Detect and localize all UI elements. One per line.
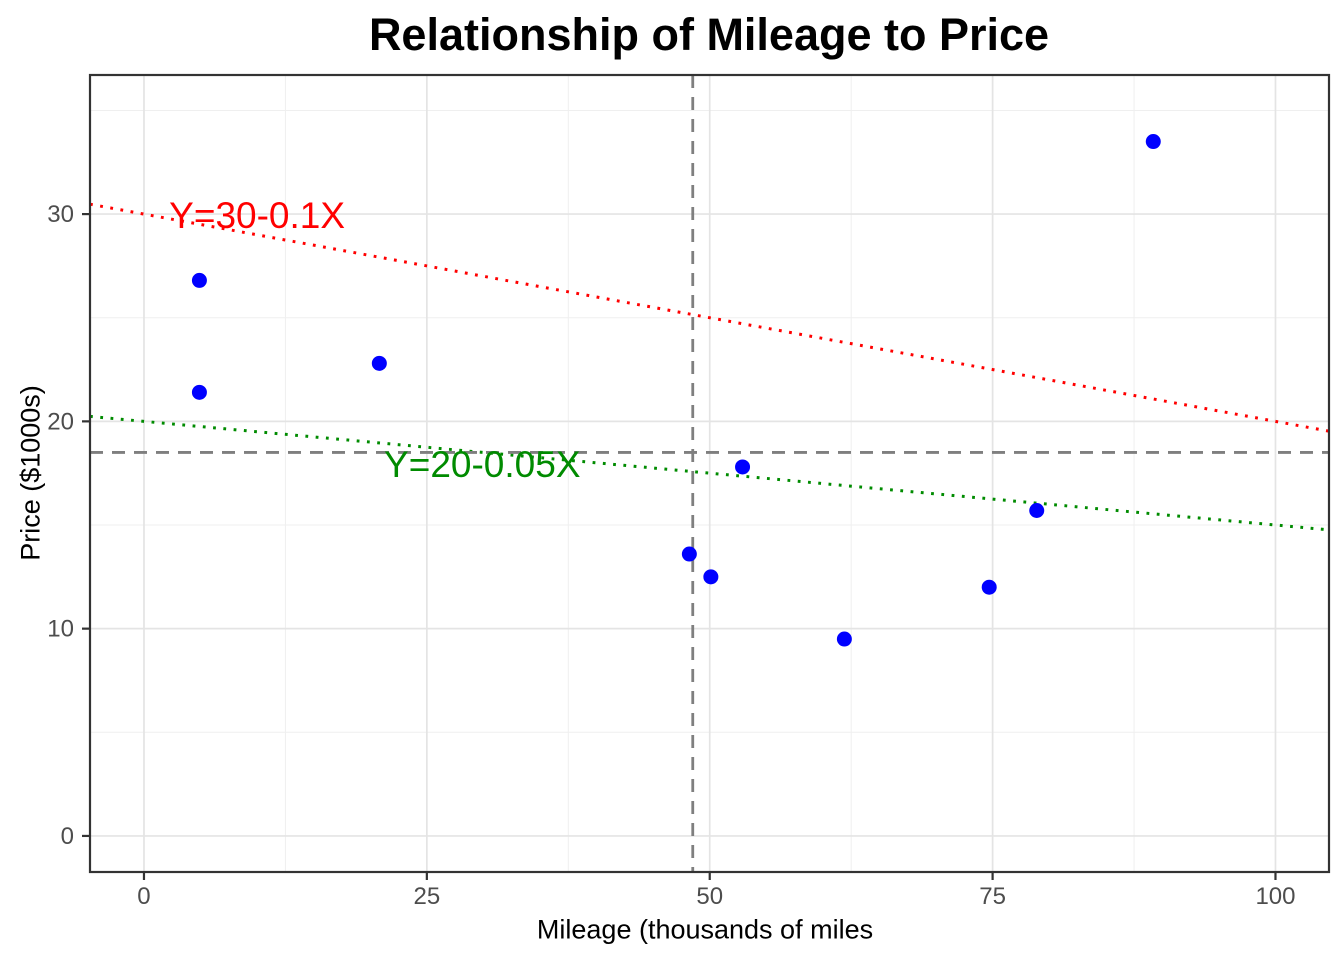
y-tick-label: 0 xyxy=(61,823,74,850)
green-line-equation-label: Y=20-0.05X xyxy=(384,443,581,485)
abline-0 xyxy=(89,202,1330,433)
data-point xyxy=(191,272,207,288)
data-point xyxy=(836,631,852,647)
data-point xyxy=(735,459,751,475)
x-tick-label: 50 xyxy=(696,883,723,910)
data-point xyxy=(981,579,997,595)
x-axis-title: Mileage (thousands of miles xyxy=(536,914,874,945)
x-tick-label: 100 xyxy=(1255,883,1295,910)
data-point xyxy=(681,546,697,562)
y-axis-title: Price ($1000s) xyxy=(15,385,46,561)
y-tick-label: 20 xyxy=(47,408,74,435)
abline-1 xyxy=(89,414,1330,532)
data-point xyxy=(371,355,387,371)
data-point xyxy=(191,384,207,400)
red-line-equation-label: Y=30-0.1X xyxy=(169,195,346,237)
x-tick-label: 0 xyxy=(137,883,150,910)
x-tick-label: 25 xyxy=(413,883,440,910)
data-point xyxy=(1029,502,1045,518)
y-tick-label: 10 xyxy=(47,616,74,643)
data-point xyxy=(703,569,719,585)
x-tick-label: 75 xyxy=(979,883,1006,910)
data-point xyxy=(1145,134,1161,150)
y-tick-label: 30 xyxy=(47,201,74,228)
chart-title: Relationship of Mileage to Price xyxy=(368,9,1050,60)
